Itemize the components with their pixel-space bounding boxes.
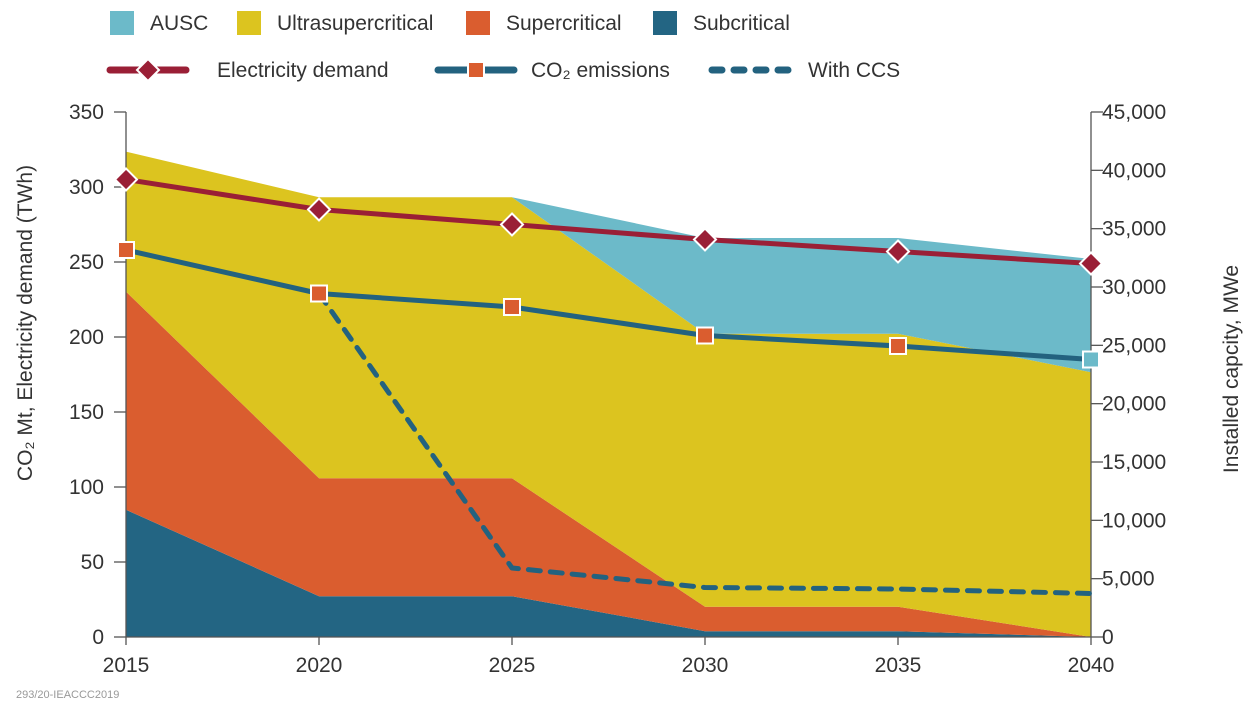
y-right-tick-label: 20,000 xyxy=(1102,393,1166,416)
y-left-tick-label: 50 xyxy=(81,551,104,574)
area-layer xyxy=(126,151,1091,637)
legend-label-ausc: AUSC xyxy=(150,12,208,35)
y-left-tick-label: 0 xyxy=(92,626,104,649)
y-right-tick-label: 15,000 xyxy=(1102,451,1166,474)
x-tick-label: 2015 xyxy=(103,654,150,677)
y-left-tick-label: 100 xyxy=(69,476,104,499)
y-left-tick-label: 300 xyxy=(69,176,104,199)
x-tick-label: 2030 xyxy=(682,654,729,677)
emissions-point xyxy=(310,284,328,303)
demand-point xyxy=(113,167,139,192)
emissions-point xyxy=(889,337,907,355)
area-supercritical xyxy=(126,291,1091,637)
x-tick-label: 2040 xyxy=(1068,654,1115,677)
emissions-point xyxy=(1082,350,1100,369)
y-right-tick-label: 0 xyxy=(1102,626,1114,649)
y-right-tick-label: 45,000 xyxy=(1102,101,1166,124)
demand-point xyxy=(1078,251,1104,276)
x-tick-label: 2020 xyxy=(296,654,343,677)
area-ausc xyxy=(126,151,1091,373)
x-tick-label: 2035 xyxy=(875,654,922,677)
y-right-tick-label: 35,000 xyxy=(1102,218,1166,241)
emissions-point xyxy=(117,241,135,259)
legend-swatch-ausc xyxy=(110,11,134,35)
y-left-tick-label: 150 xyxy=(69,401,104,424)
x-tick-label: 2025 xyxy=(489,654,536,677)
marker-layer xyxy=(113,167,1104,369)
legend-swatch-ultrasupercritical xyxy=(237,11,261,35)
legend-label-electricity-demand: Electricity demand xyxy=(217,59,389,82)
line-electricity-demand xyxy=(125,177,1092,266)
legend-swatch-subcritical xyxy=(653,11,677,35)
legend-diamond-icon xyxy=(135,57,161,83)
y-right-tick-label: 5,000 xyxy=(1102,568,1155,591)
emissions-point xyxy=(696,326,714,345)
y-left-tick-label: 250 xyxy=(69,251,104,274)
legend-label-ultrasupercritical: Ultrasupercritical xyxy=(277,12,433,35)
legend-label-subcritical: Subcritical xyxy=(693,12,790,35)
y-axis-label-left: CO₂ Mt, Electricity demand (TWh) xyxy=(14,165,37,481)
legend-square-icon xyxy=(467,61,485,79)
demand-point xyxy=(885,239,911,264)
legend: AUSC Ultrasupercritical Supercritical Subcr… xyxy=(106,11,900,83)
demand-point xyxy=(499,212,525,237)
y-right-tick-label: 40,000 xyxy=(1102,159,1166,182)
line-layer xyxy=(125,177,1094,596)
legend-label-supercritical: Supercritical xyxy=(506,12,622,35)
axes: 0 50 100 150 200 250 300 350 0 5,000 10,000 15,000 2… xyxy=(69,101,1166,677)
area-subcritical xyxy=(126,509,1091,637)
y-right-tick-label: 10,000 xyxy=(1102,509,1166,532)
legend-label-with-ccs: With CCS xyxy=(808,59,900,82)
y-left-tick-label: 350 xyxy=(69,101,104,124)
demand-point xyxy=(306,197,332,222)
source-note: 293/20-IEACCC2019 xyxy=(16,689,120,701)
legend-swatch-supercritical xyxy=(466,11,490,35)
legend-label-co2-emissions: CO₂ emissions xyxy=(531,59,670,82)
area-ultrasupercritical xyxy=(126,151,1091,637)
line-co-emissions xyxy=(125,247,1092,362)
emissions-point xyxy=(503,298,521,316)
demand-point xyxy=(692,227,718,252)
y-right-tick-label: 30,000 xyxy=(1102,276,1166,299)
y-axis-label-right: Installed capcity, MWe xyxy=(1220,265,1243,473)
y-left-tick-label: 200 xyxy=(69,326,104,349)
y-right-tick-label: 25,000 xyxy=(1102,334,1166,357)
line-with-ccs xyxy=(316,291,1094,596)
